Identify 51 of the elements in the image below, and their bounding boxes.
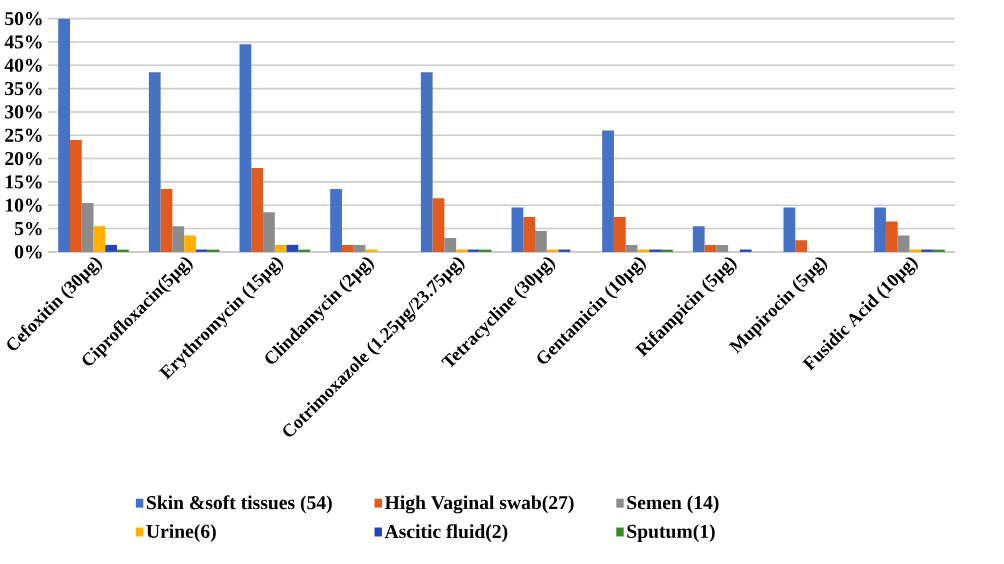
legend-label: Skin &soft tissues (54) (146, 495, 332, 514)
legend-label: Ascitic fluid(2) (384, 524, 508, 543)
bar (353, 245, 366, 253)
bar (432, 198, 445, 253)
y-tick-label: 15% (5, 175, 42, 189)
bar (274, 245, 287, 253)
bar (81, 203, 94, 253)
bar (535, 231, 547, 253)
bar (184, 235, 196, 253)
y-tick-label: 10% (5, 198, 42, 213)
bar (716, 245, 729, 253)
bar (263, 212, 275, 253)
y-tick-label: 35% (5, 82, 42, 96)
bar (897, 235, 910, 253)
bar (613, 217, 626, 253)
bar (511, 207, 524, 253)
bar (148, 72, 161, 253)
bar (239, 44, 252, 253)
y-tick-label: 30% (5, 105, 42, 119)
bar (783, 207, 796, 253)
y-tick-label: 0% (14, 245, 42, 259)
bar (58, 18, 70, 253)
y-tick-label: 40% (4, 58, 42, 73)
y-tick-label: 5% (14, 222, 42, 236)
bar (795, 240, 808, 253)
bar (330, 189, 342, 253)
legend-label: Urine(6) (146, 524, 216, 543)
legend-label: Semen (14) (627, 495, 719, 514)
bar (523, 217, 536, 253)
bar (172, 226, 185, 253)
y-tick-label: 50% (5, 12, 42, 26)
bar (341, 245, 354, 253)
bar (625, 245, 638, 253)
legend-label: Sputum(1) (627, 524, 715, 543)
bar (251, 168, 264, 253)
y-tick-label: 20% (5, 152, 42, 166)
bar (105, 245, 118, 253)
y-tick-label: 45% (4, 35, 42, 49)
bar (69, 140, 82, 253)
bar (692, 226, 705, 253)
bar (286, 245, 299, 253)
bar (704, 245, 717, 253)
legend-label: High Vaginal swab(27) (384, 495, 574, 514)
bar (160, 189, 173, 253)
bar (885, 221, 898, 253)
bar (602, 130, 614, 253)
bar (93, 226, 106, 253)
bar (420, 72, 433, 253)
bar (444, 238, 457, 253)
y-tick-label: 25% (5, 128, 42, 143)
bar (874, 207, 886, 253)
